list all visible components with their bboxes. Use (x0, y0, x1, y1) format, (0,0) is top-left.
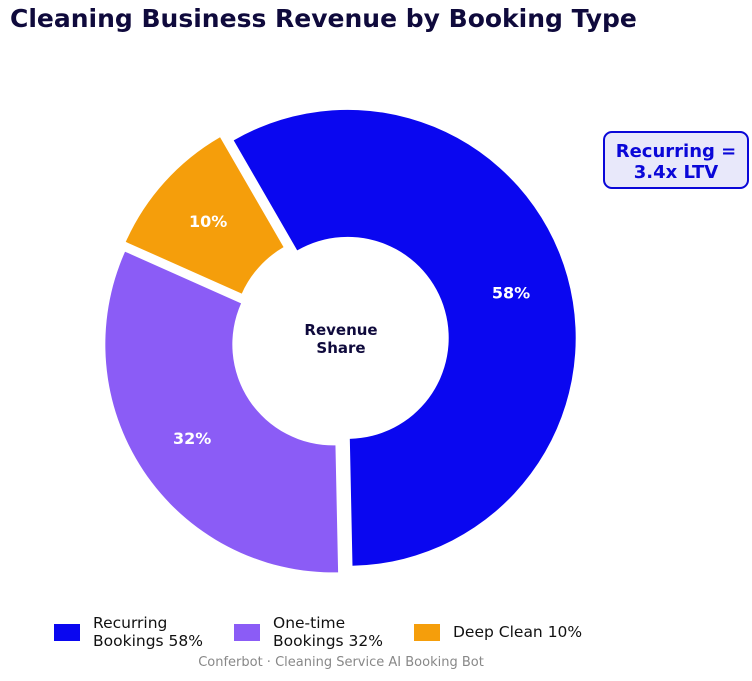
wedge-one-time (105, 251, 339, 573)
wedge-recurring (233, 109, 576, 566)
wedge-labels: 58% 32% 10% (173, 212, 530, 448)
legend-label: One-time Bookings 32% (273, 614, 383, 650)
center-label-line1: Revenue (304, 321, 377, 339)
wedge-deep-clean (125, 137, 284, 294)
legend-item-recurring: Recurring Bookings 58% (54, 614, 203, 650)
callout-line2: 3.4x LTV (633, 162, 719, 183)
wedge-percent-label: 10% (189, 212, 227, 231)
legend-label: Recurring Bookings 58% (93, 614, 203, 650)
legend-label: Deep Clean 10% (453, 623, 583, 641)
legend-swatch (234, 623, 260, 641)
wedge-percent-label: 58% (492, 283, 530, 302)
wedge-percent-label: 32% (173, 429, 211, 448)
chart-title: Cleaning Business Revenue by Booking Typ… (10, 4, 637, 33)
legend-item-deep-clean: Deep Clean 10% (414, 623, 582, 641)
legend-swatch (54, 623, 80, 641)
legend-item-one-time: One-time Bookings 32% (234, 614, 383, 650)
footer-credit: Conferbot · Cleaning Service AI Booking … (198, 655, 484, 670)
center-label-line2: Share (316, 339, 365, 357)
legend: Recurring Bookings 58% One-time Bookings… (54, 614, 613, 650)
ltv-callout: Recurring = 3.4x LTV (603, 131, 749, 189)
callout-line1: Recurring = (615, 141, 737, 162)
legend-swatch (414, 623, 440, 641)
donut-wedges (105, 109, 576, 573)
